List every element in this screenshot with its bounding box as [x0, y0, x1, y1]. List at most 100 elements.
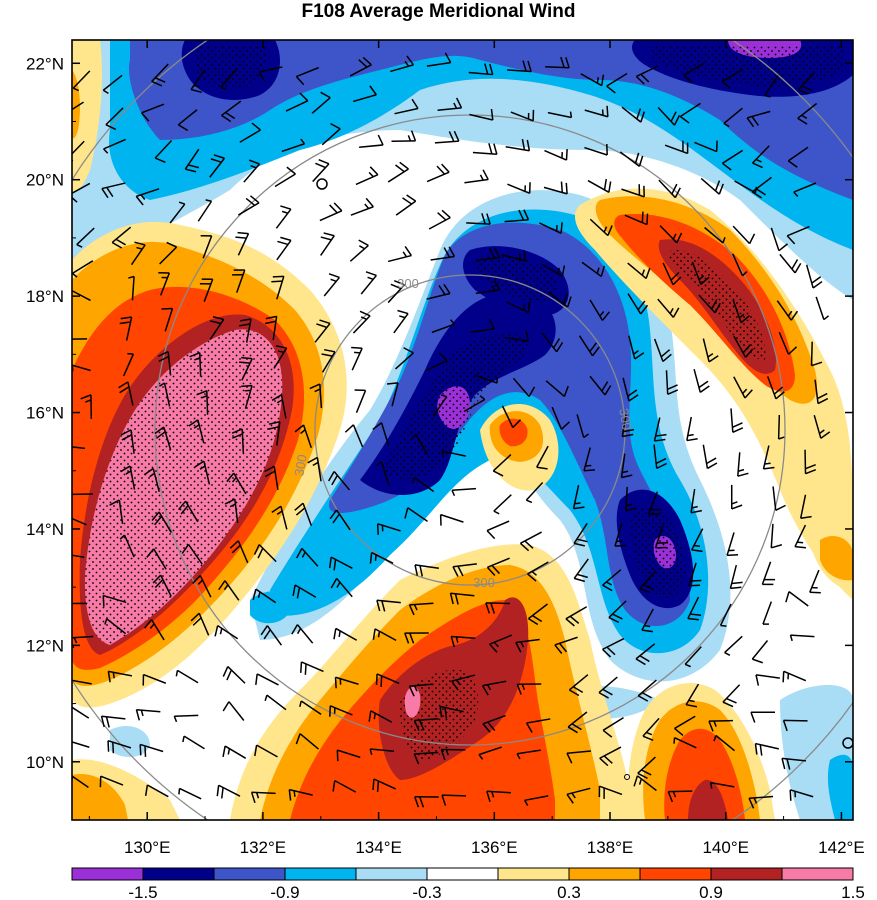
wind-barb — [788, 591, 809, 607]
wind-barb-feather — [402, 251, 408, 258]
wind-barb-feather — [637, 300, 646, 311]
wind-barb — [674, 737, 697, 749]
wind-barb — [688, 562, 697, 586]
wind-barb-feather — [220, 86, 227, 91]
wind-barb-feather — [227, 748, 231, 755]
wind-barb — [158, 511, 172, 533]
wind-barb-feather — [576, 573, 588, 579]
wind-barb — [174, 714, 199, 717]
wind-barb — [143, 673, 167, 684]
wind-barb-feather — [523, 304, 526, 311]
wind-barb-feather — [817, 397, 829, 405]
wind-barb-feather — [411, 98, 419, 109]
wind-barb-feather — [362, 56, 372, 66]
wind-barb-feather — [103, 148, 109, 154]
wind-barb-feather — [257, 591, 261, 598]
wind-barb-feather — [755, 674, 760, 686]
wind-barb — [724, 635, 743, 654]
wind-barb-feather — [210, 158, 222, 163]
wind-barb — [565, 606, 588, 620]
wind-barb — [770, 227, 780, 251]
wind-barb — [466, 222, 491, 225]
wind-barb — [72, 517, 87, 526]
wind-barb-feather — [439, 706, 443, 718]
wind-barb-feather — [190, 88, 202, 94]
wind-barb — [199, 575, 212, 598]
wind-barb-feather — [627, 389, 638, 397]
wind-barb-feather — [121, 434, 132, 441]
wind-barb-feather — [222, 745, 226, 757]
wind-barb-feather — [265, 320, 277, 325]
wind-barb — [289, 788, 313, 796]
wind-barb — [545, 65, 570, 69]
wind-barb-feather — [608, 616, 620, 624]
wind-barb-feather — [771, 544, 783, 549]
wind-barb — [578, 335, 594, 357]
wind-barb-feather — [218, 580, 226, 591]
wind-barb-feather — [199, 465, 206, 470]
wind-barb — [566, 750, 591, 754]
wind-barb — [228, 701, 245, 721]
wind-barb — [280, 505, 288, 530]
wind-barb — [482, 714, 506, 725]
wind-barb — [159, 272, 171, 296]
wind-barb-feather — [154, 515, 163, 526]
wind-barb-feather — [408, 604, 415, 616]
wind-barb-feather — [646, 213, 649, 225]
wind-barb — [505, 146, 530, 152]
wind-barb-feather — [599, 311, 605, 317]
wind-barb — [573, 558, 589, 579]
wind-barb — [642, 717, 660, 737]
wind-barb-feather — [524, 799, 529, 806]
wind-barb-feather — [782, 720, 788, 732]
wind-barb — [280, 394, 287, 419]
wind-barb-feather — [486, 791, 491, 803]
wind-barb — [573, 522, 588, 544]
wind-barb-feather — [490, 602, 496, 614]
wind-barb — [370, 748, 395, 752]
wind-barb — [141, 103, 165, 114]
wind-barb — [245, 318, 252, 343]
wind-barb-feather — [606, 646, 616, 656]
wind-barb — [606, 72, 628, 87]
wind-barb-feather — [608, 181, 612, 193]
wind-barb-feather — [219, 628, 223, 635]
wind-barb-feather — [72, 642, 75, 649]
wind-barb — [653, 338, 664, 362]
calm-wind-marker — [624, 774, 630, 780]
wind-barb — [525, 482, 544, 501]
wind-barb — [150, 619, 165, 641]
wind-barb — [426, 61, 451, 67]
wind-barb-feather — [154, 157, 166, 164]
wind-barb-feather — [245, 197, 256, 206]
wind-barb — [482, 680, 507, 687]
wind-barb-feather — [68, 339, 70, 345]
wind-barb-feather — [194, 460, 205, 468]
wind-barb-feather — [333, 628, 337, 640]
wind-barb-feather — [576, 538, 588, 543]
wind-barb-feather — [128, 275, 135, 279]
wind-barb — [424, 359, 448, 372]
wind-barb — [450, 592, 475, 597]
wind-barb-feather — [404, 60, 410, 67]
wind-barb-feather — [333, 202, 343, 212]
range-ring-inner — [314, 274, 626, 586]
wind-barb-feather — [601, 311, 610, 321]
wind-barb — [251, 791, 276, 795]
wind-barb-feather — [786, 758, 791, 770]
wind-barb — [715, 734, 736, 752]
wind-barb-feather — [457, 565, 464, 577]
wind-barb — [637, 679, 657, 697]
wind-barb-feather — [253, 544, 260, 555]
wind-barb — [409, 683, 434, 687]
wind-barb-feather — [404, 507, 409, 519]
wind-barb-feather — [585, 464, 592, 467]
wind-barb-feather — [119, 321, 131, 325]
wind-barb-feather — [713, 720, 717, 727]
wind-barb-feather — [157, 350, 169, 358]
wind-barb-feather — [241, 356, 253, 360]
wind-barb — [387, 254, 412, 263]
wind-barb-feather — [660, 349, 671, 358]
wind-barb-feather — [699, 385, 710, 393]
wind-barb — [700, 177, 720, 195]
